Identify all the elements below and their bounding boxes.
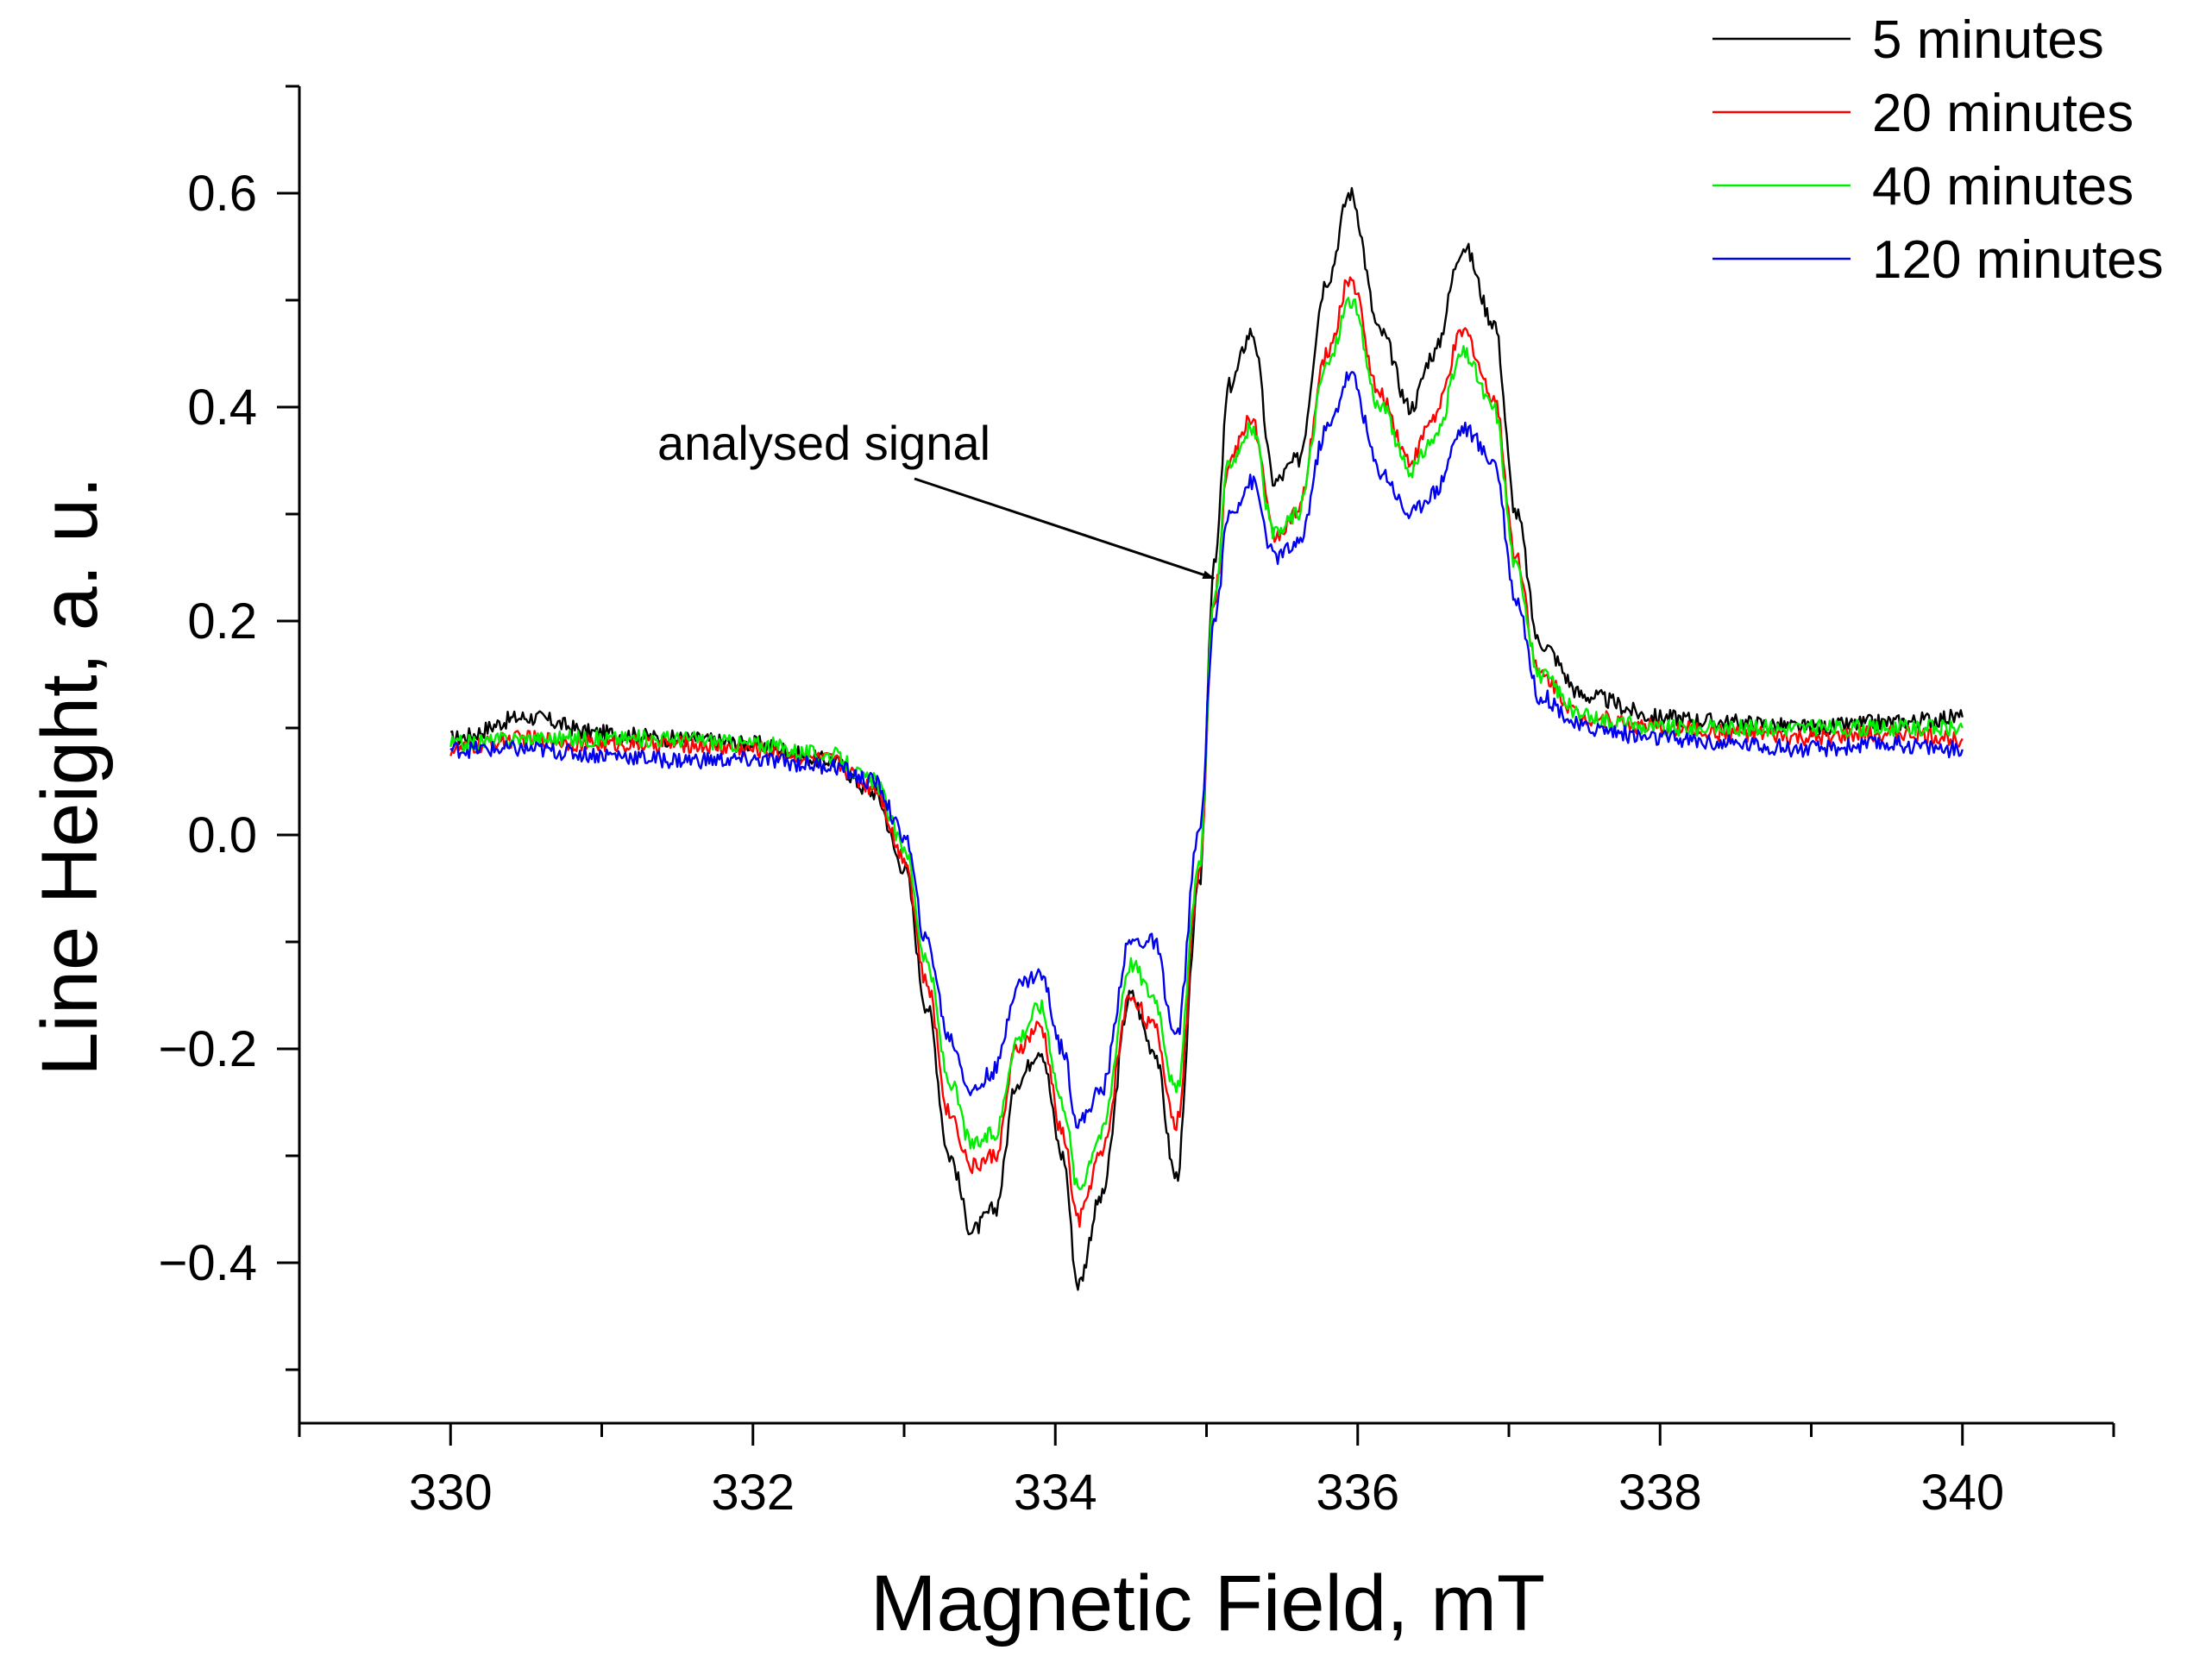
series-line-120-minutes: [449, 371, 1964, 1129]
x-tick-label: 336: [1316, 1465, 1399, 1521]
x-ticks: 330 332 334 336 338 340: [298, 1423, 2115, 1521]
x-axis-label: Magnetic Field, mT: [870, 1559, 1545, 1647]
x-tick-label: 338: [1618, 1465, 1702, 1521]
legend: 5 minutes 20 minutes 40 minutes 120 minutes: [1712, 10, 2164, 290]
legend-label: 120 minutes: [1872, 230, 2164, 290]
legend-label: 5 minutes: [1872, 10, 2104, 70]
series-layer: [449, 186, 1964, 1291]
annotation-text: analysed signal: [657, 416, 990, 470]
x-tick-label: 334: [1014, 1465, 1097, 1521]
y-tick-label: 0.4: [187, 380, 257, 436]
x-tick-label: 330: [409, 1465, 493, 1521]
y-tick-label: −0.2: [159, 1021, 258, 1077]
legend-label: 40 minutes: [1872, 157, 2133, 216]
y-axis-label: Line Height, a. u.: [26, 476, 114, 1076]
y-tick-label: −0.4: [159, 1235, 258, 1291]
y-tick-label: 0.2: [187, 593, 257, 649]
y-ticks: 0.6 0.4 0.2 0.0 −0.2 −0.4: [159, 85, 299, 1371]
annotation-arrow: [914, 477, 1216, 580]
x-tick-label: 332: [711, 1465, 795, 1521]
x-tick-label: 340: [1920, 1465, 2004, 1521]
legend-label: 20 minutes: [1872, 84, 2133, 143]
y-tick-label: 0.6: [187, 166, 257, 222]
y-tick-label: 0.0: [187, 807, 257, 863]
